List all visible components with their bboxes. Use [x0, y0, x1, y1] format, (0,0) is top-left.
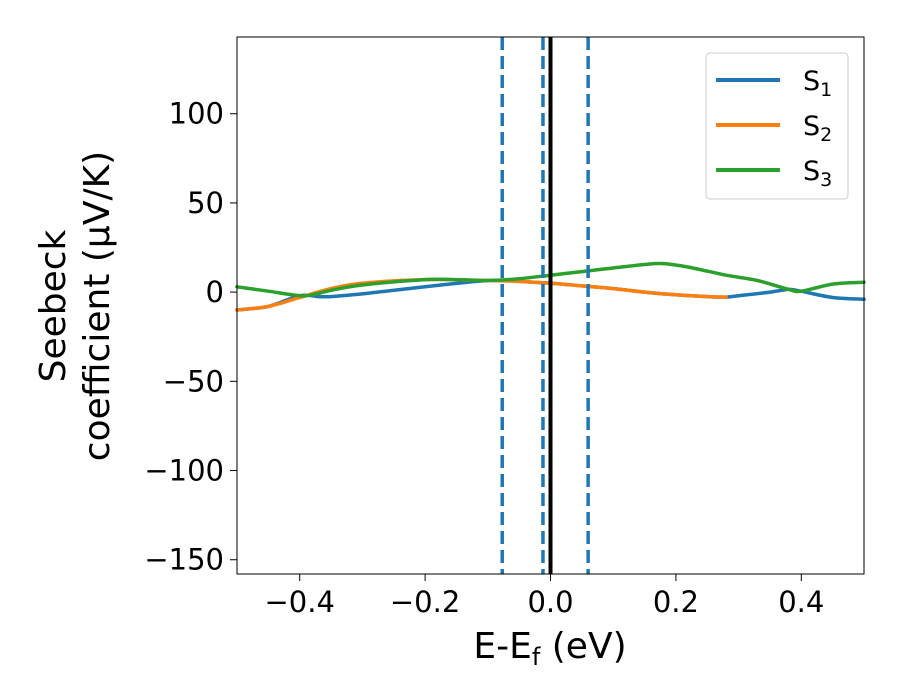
y-axis-label: Seebeck coefficient (μV/K): [33, 151, 118, 461]
y-tick-label: 0: [206, 275, 224, 309]
y-tick-label: −100: [144, 454, 224, 488]
series-line-s3: [235, 261, 866, 298]
legend-label-s2: S2: [803, 111, 832, 146]
y-axis-label-line1: Seebeck: [33, 229, 74, 382]
x-tick-label: −0.4: [264, 585, 334, 619]
y-tick-label: 100: [169, 97, 224, 131]
lines-layer: [235, 261, 866, 312]
y-tick-label: −50: [163, 364, 224, 398]
x-axis-label: E-Ef (eV): [473, 626, 626, 671]
x-tick-label: −0.2: [390, 585, 460, 619]
y-tick-label: 50: [187, 186, 224, 220]
y-axis-ticks: −150 −100 −50 0 50 100: [144, 97, 237, 577]
x-tick-label: 0.4: [778, 585, 824, 619]
y-tick-label: −150: [144, 543, 224, 577]
legend: S1 S2 S3: [705, 52, 849, 200]
x-tick-label: 0.2: [653, 585, 699, 619]
y-axis-label-line2: coefficient (μV/K): [77, 151, 118, 461]
legend-label-s3: S3: [803, 156, 832, 191]
legend-label-s1: S1: [803, 66, 832, 101]
x-tick-label: 0.0: [527, 585, 573, 619]
x-axis-ticks: −0.4 −0.2 0.0 0.2 0.4: [264, 574, 824, 619]
vlines-layer: [500, 37, 590, 574]
